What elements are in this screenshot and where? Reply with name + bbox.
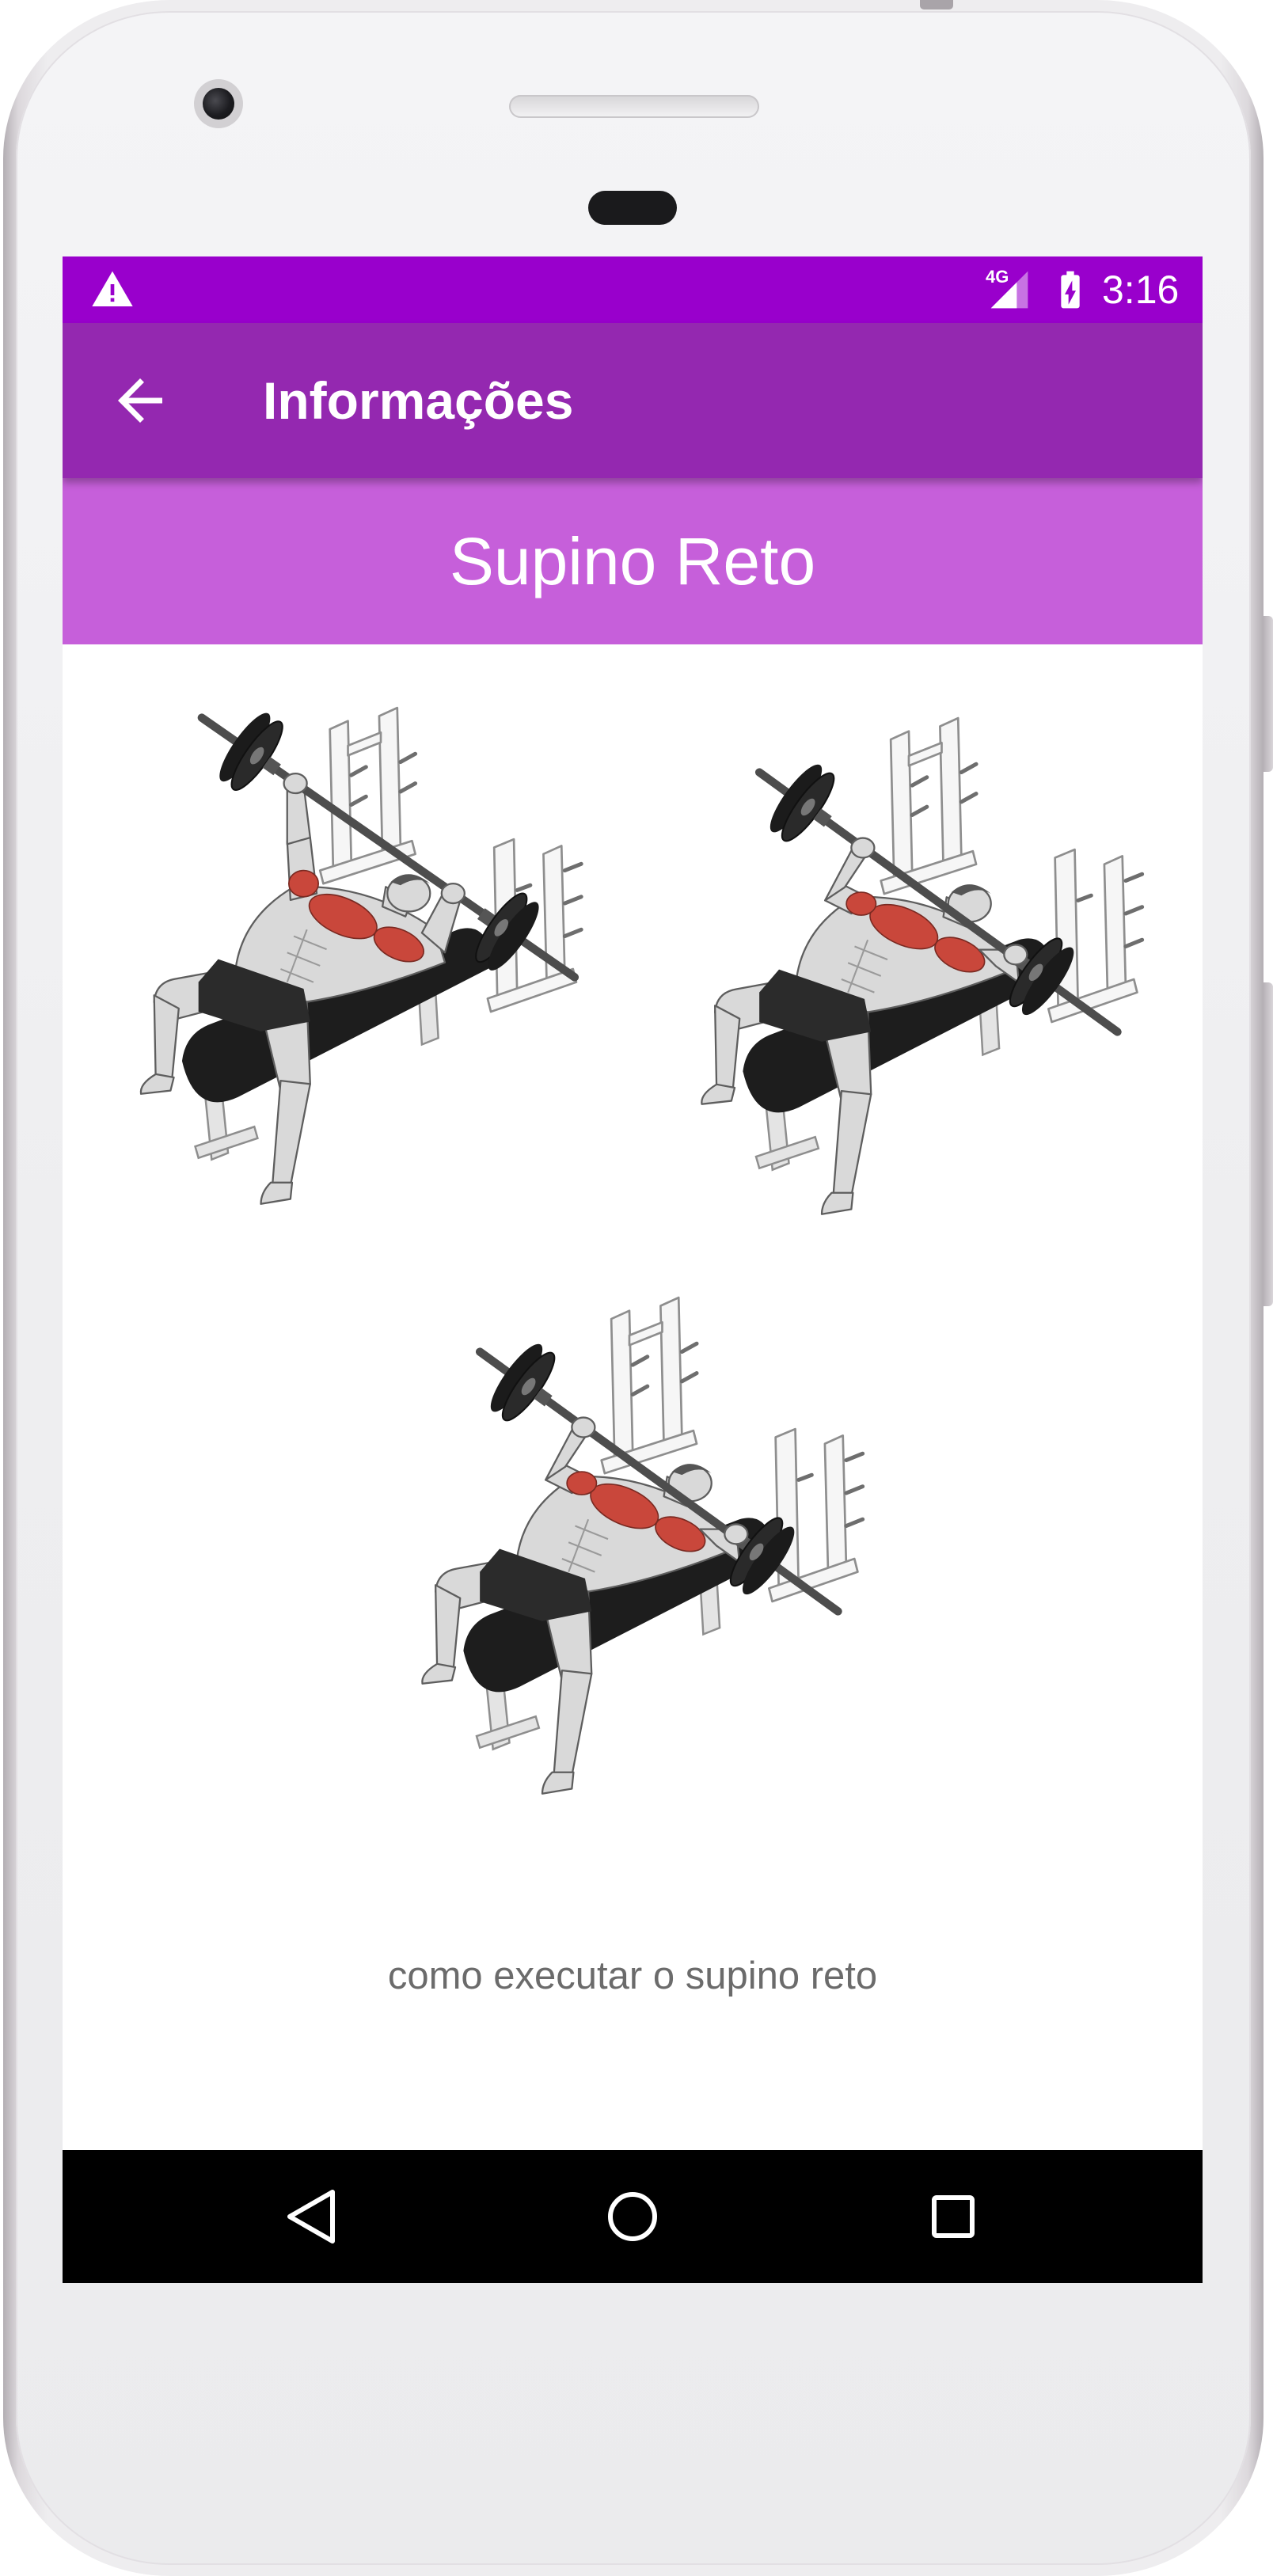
exercise-title-band: Supino Reto <box>63 478 1203 644</box>
nav-back-icon <box>287 2190 335 2244</box>
app-bar: Informações <box>63 323 1203 478</box>
exercise-illustration-bar-lowered <box>690 739 1150 1241</box>
navigation-bar <box>63 2150 1203 2283</box>
exercise-caption: como executar o supino reto <box>387 1955 878 1997</box>
proximity-sensor <box>588 191 677 225</box>
exercise-illustration-bar-at-chest <box>411 1319 871 1820</box>
power-button <box>1264 616 1273 772</box>
status-clock: 3:16 <box>1102 268 1180 312</box>
nav-home-icon <box>608 2192 657 2241</box>
earpiece-speaker <box>509 95 759 118</box>
nav-recents-button[interactable] <box>906 2169 1001 2264</box>
front-camera <box>194 79 243 128</box>
nav-recents-icon <box>932 2195 975 2238</box>
phone-screen: 4G 3:16 Informações Supino Reto como exe… <box>63 256 1203 2283</box>
battery-charging-icon <box>1061 271 1080 309</box>
nav-home-button[interactable] <box>585 2169 680 2264</box>
volume-rocker <box>1264 982 1273 1306</box>
phone-top-button <box>920 0 953 9</box>
exercise-content <box>63 644 1203 2150</box>
network-type-label: 4G <box>986 267 1009 287</box>
exercise-title: Supino Reto <box>449 524 816 598</box>
warning-icon <box>92 271 133 306</box>
status-bar: 4G 3:16 <box>63 256 1203 323</box>
cell-signal-icon <box>990 271 1028 309</box>
arrow-back-icon[interactable] <box>107 367 173 434</box>
nav-back-button[interactable] <box>264 2169 359 2264</box>
exercise-illustration-arms-extended <box>139 706 599 1207</box>
page-title: Informações <box>263 371 574 430</box>
camera-lens <box>203 88 234 120</box>
